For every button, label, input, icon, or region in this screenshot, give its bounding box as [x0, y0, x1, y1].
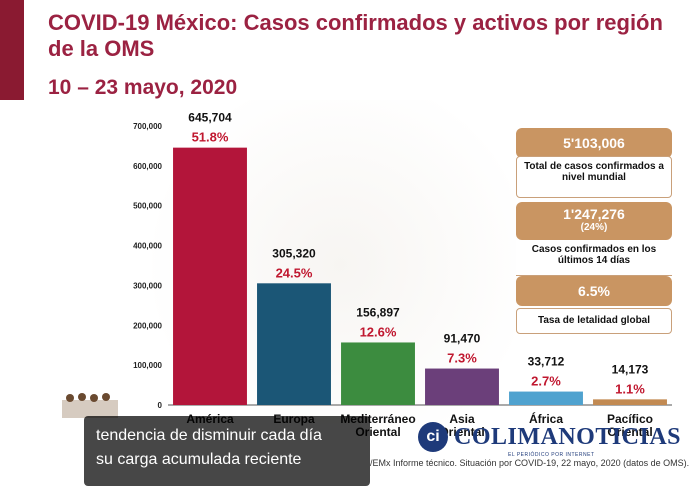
recent-cases-pct: (24%)	[580, 222, 608, 233]
y-tick-label: 0	[158, 401, 163, 410]
recent-cases-box: 1'247,276 (24%)	[516, 202, 672, 240]
bar-4	[509, 391, 583, 405]
page-subtitle: 10 – 23 mayo, 2020	[48, 76, 238, 99]
logo-ci-icon: ci	[418, 422, 448, 452]
source-note: /EMx Informe técnico. Situación por COVI…	[370, 458, 690, 468]
y-tick-label: 100,000	[133, 361, 162, 370]
lethality-desc: Tasa de letalidad global	[516, 308, 672, 334]
category-label: Pacífico	[607, 412, 653, 426]
percent-label: 2.7%	[531, 374, 561, 389]
value-label: 91,470	[444, 332, 481, 346]
total-cases-box: 5'103,006	[516, 128, 672, 158]
category-label: Oriental	[607, 425, 652, 439]
heroes-figures-icon	[62, 393, 118, 418]
y-tick-label: 200,000	[133, 321, 162, 330]
bar-2	[341, 342, 415, 405]
colimanoticias-logo: ci COLIMANOTICIAS EL PERIÓDICO POR INTER…	[412, 420, 681, 458]
page-title: COVID-19 México: Casos confirmados y act…	[48, 10, 663, 61]
y-tick-label: 600,000	[133, 162, 162, 171]
category-label: África	[529, 411, 563, 426]
total-cases-value: 5'103,006	[563, 135, 625, 151]
percent-label: 7.3%	[447, 351, 477, 366]
percent-label: 24.5%	[276, 265, 313, 280]
recent-cases-desc: Casos confirmados en los últimos 14 días	[516, 240, 672, 276]
total-cases-desc: Total de casos confirmados a nivel mundi…	[516, 156, 672, 198]
y-tick-label: 400,000	[133, 242, 162, 251]
caption-line-1: tendencia de disminuir cada día	[96, 427, 322, 444]
percent-label: 1.1%	[615, 381, 645, 396]
y-tick-label: 700,000	[133, 122, 162, 131]
percent-label: 51.8%	[192, 130, 229, 145]
lethality-value: 6.5%	[578, 283, 610, 299]
value-label: 305,320	[272, 246, 316, 260]
value-label: 14,173	[612, 362, 649, 376]
y-tick-label: 300,000	[133, 281, 162, 290]
value-label: 33,712	[528, 355, 565, 369]
category-label: Oriental	[439, 425, 484, 439]
y-tick-label: 500,000	[133, 202, 162, 211]
caption-line-2: su carga acumulada reciente	[96, 451, 302, 468]
bar-5	[593, 399, 667, 405]
bar-1	[257, 283, 331, 405]
percent-label: 12.6%	[360, 324, 397, 339]
category-label: Asia	[449, 412, 475, 426]
value-label: 156,897	[356, 305, 400, 319]
logo-wordmark: COLIMANOTICIAS	[454, 424, 682, 450]
value-label: 645,704	[188, 111, 232, 125]
lethality-box: 6.5%	[516, 276, 672, 306]
video-caption: tendencia de disminuir cada día su carga…	[84, 416, 370, 486]
bar-3	[425, 368, 499, 405]
accent-bar	[0, 0, 24, 100]
bar-0	[173, 147, 247, 405]
recent-cases-value: 1'247,276	[563, 206, 625, 222]
logo-tagline: EL PERIÓDICO POR INTERNET	[508, 452, 595, 458]
